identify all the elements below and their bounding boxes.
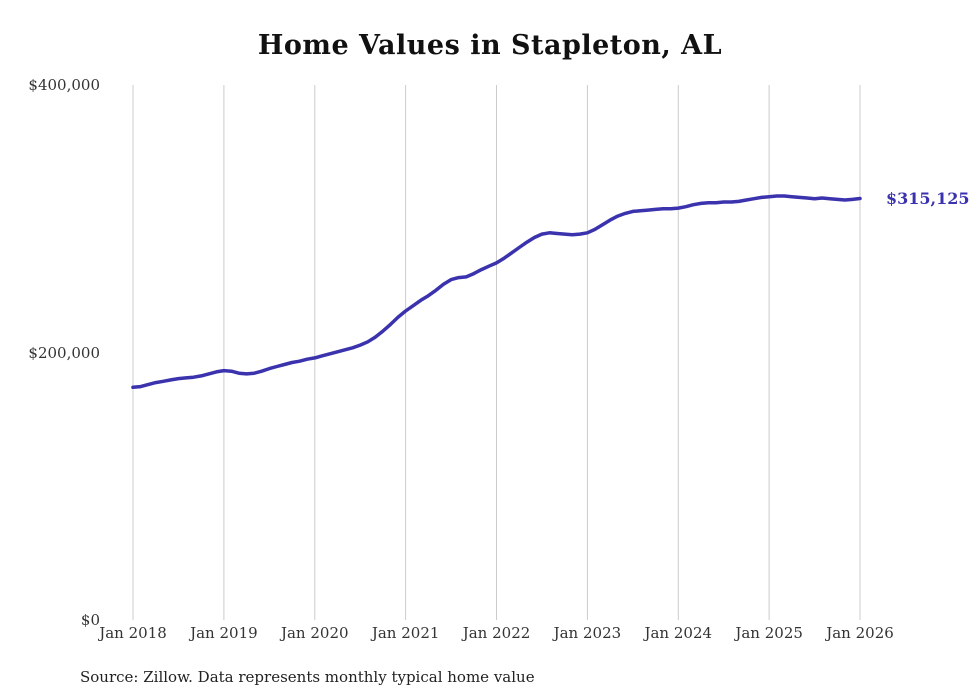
x-axis-tick-2018: Jan 2018 <box>99 624 167 642</box>
x-axis-tick-2020: Jan 2020 <box>280 624 349 642</box>
x-axis-tick-2025: Jan 2025 <box>735 624 803 642</box>
home-value-line <box>131 194 862 390</box>
y-axis-tick-200000: $200,000 <box>28 344 100 362</box>
x-axis-tick-2023: Jan 2023 <box>553 624 622 642</box>
final-value-label: $315,125 <box>886 188 970 208</box>
x-axis-tick-2026: Jan 2026 <box>826 624 894 642</box>
x-axis-tick-2024: Jan 2024 <box>644 624 713 642</box>
source-note: Source: Zillow. Data represents monthly … <box>80 668 535 686</box>
x-axis-tick-2022: Jan 2022 <box>462 624 531 642</box>
y-axis-tick-400000: $400,000 <box>28 76 100 94</box>
x-axis-tick-2021: Jan 2021 <box>371 624 440 642</box>
x-axis: Jan 2018 Jan 2019 Jan 2020 Jan 2021 Jan … <box>93 624 900 642</box>
chart-title: Home Values in Stapleton, AL <box>257 30 723 61</box>
y-axis-tick-0: $0 <box>80 611 100 629</box>
x-axis-tick-2019: Jan 2019 <box>190 624 258 642</box>
